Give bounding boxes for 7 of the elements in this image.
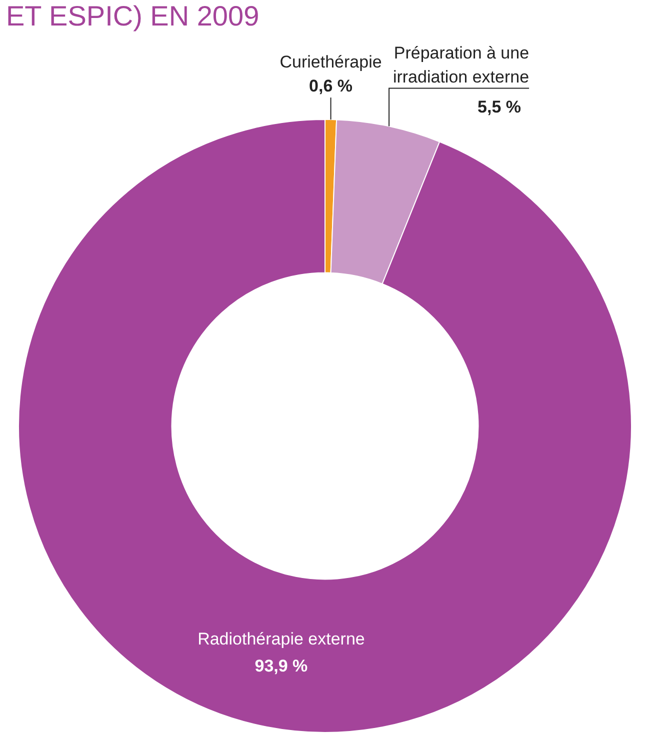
data-label: 0,6 % [309, 76, 353, 96]
slice-label: Préparation à une irradiation externe [392, 43, 530, 86]
data-label: 93,9 % [254, 656, 308, 676]
data-label: 5,5 % [478, 97, 522, 116]
chart-title: ET ESPIC) EN 2009 [6, 0, 260, 32]
slice-label: Radiothérapie externe [198, 629, 365, 648]
slice-label: Curiethérapie [280, 52, 382, 72]
